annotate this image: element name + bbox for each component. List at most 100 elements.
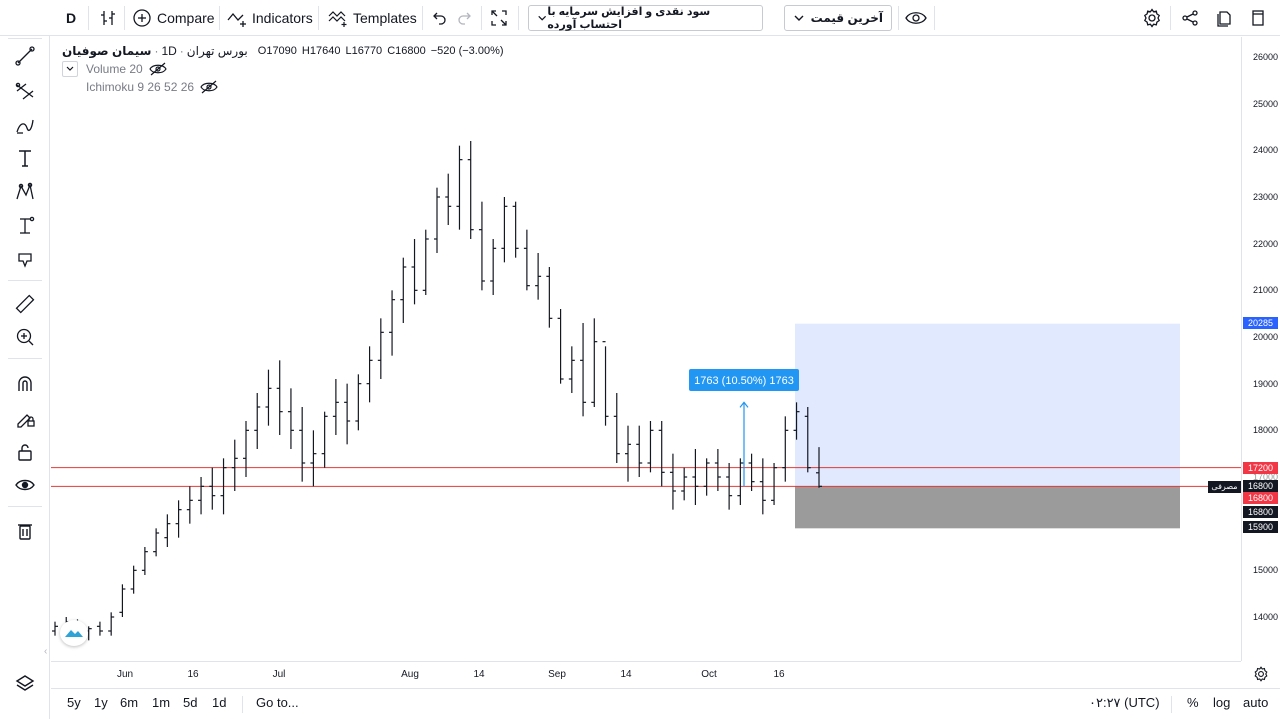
ohlc-bar <box>647 421 654 473</box>
ohlc-bar <box>782 416 789 482</box>
ohlc-bar <box>636 425 643 477</box>
layers-icon[interactable] <box>11 669 39 697</box>
compare-label: Compare <box>157 10 215 26</box>
indicators-button[interactable]: Indicators <box>226 4 313 32</box>
symbol-exchange: بورس تهران <box>186 44 248 58</box>
ohlc-bar <box>366 346 373 403</box>
ohlc-bar <box>310 430 317 487</box>
axis-settings-gear-icon[interactable] <box>1250 663 1272 685</box>
ohlc-bar <box>276 360 283 435</box>
auto-toggle[interactable]: auto <box>1243 695 1269 710</box>
symbol-tag-label: مصرفی <box>1208 481 1241 493</box>
time-tick: 16 <box>187 669 199 680</box>
lock-drawing-icon[interactable] <box>11 404 39 432</box>
ohlc-bar <box>692 449 699 505</box>
compare-button[interactable]: Compare <box>132 4 215 32</box>
ohlc-bar <box>287 388 294 449</box>
ohlc-low: L16770 <box>345 45 383 57</box>
ohlc-open: O17090 <box>257 45 297 57</box>
chart-pane[interactable]: 1763 (10.50%) 1763 <box>51 37 1241 661</box>
time-tick: 14 <box>620 669 632 680</box>
price-type-label: آخرین قیمت <box>810 11 883 25</box>
ohlc-bar <box>546 267 553 328</box>
templates-button[interactable]: Templates <box>327 4 417 32</box>
logo-icon[interactable] <box>60 620 88 646</box>
measure-arrowhead <box>739 401 749 408</box>
ohlc-bar <box>669 453 676 510</box>
ohlc-bar <box>445 173 452 225</box>
fullscreen-icon[interactable] <box>487 4 511 32</box>
text-tool-icon[interactable] <box>11 144 39 172</box>
drawing-toolbar <box>0 0 50 719</box>
trend-line-icon[interactable] <box>11 42 39 70</box>
symbol-name[interactable]: سیمان صوفیان <box>62 44 152 58</box>
visibility-eye-icon[interactable] <box>902 4 930 32</box>
ohlc-bar <box>602 341 609 426</box>
price-label: 15900 <box>1243 521 1278 533</box>
price-axis[interactable]: 26000 25000 24000 23000 22000 21000 20000 19000… <box>1241 37 1280 661</box>
price-label: 16800 <box>1243 480 1278 492</box>
range-1d[interactable]: 1d <box>212 695 227 710</box>
ohlc-bar <box>467 141 474 239</box>
hidden-eye-icon[interactable] <box>200 80 218 94</box>
range-1m[interactable]: 1m <box>152 695 171 710</box>
chevron-down-icon <box>794 15 804 21</box>
log-toggle[interactable]: log <box>1213 695 1231 710</box>
ohlc-bar <box>512 201 519 258</box>
brush-icon[interactable] <box>11 111 39 139</box>
target-zone <box>795 323 1180 487</box>
ruler-icon[interactable] <box>11 290 39 318</box>
ohlc-bar <box>490 239 497 295</box>
settings-gear-icon[interactable] <box>1140 4 1164 32</box>
clock-label[interactable]: ۰۲:۲۷ (UTC) <box>1089 695 1160 710</box>
price-label: 16800 <box>1243 506 1278 518</box>
fib-tool-icon[interactable] <box>11 77 39 105</box>
redo-icon[interactable] <box>454 4 476 32</box>
document-icon[interactable] <box>1246 4 1270 32</box>
price-type-dropdown[interactable]: آخرین قیمت <box>784 5 892 31</box>
prediction-tool-icon[interactable] <box>11 212 39 240</box>
range-5d[interactable]: 5d <box>183 695 198 710</box>
range-1y[interactable]: 1y <box>94 695 108 710</box>
interval-button[interactable]: D <box>65 10 77 26</box>
share-icon[interactable] <box>1178 4 1202 32</box>
ohlc-bar <box>501 197 508 263</box>
strategy-label: سود نقدی و افزایش سرمایه با احتساب آورده <box>547 6 711 31</box>
pattern-tool-icon[interactable] <box>11 178 39 206</box>
bar-style-icon[interactable] <box>96 4 120 32</box>
ohlc-high: H17640 <box>301 45 341 57</box>
percent-toggle[interactable]: % <box>1187 695 1199 710</box>
annotation-tool-icon[interactable] <box>11 245 39 273</box>
ohlc-bar <box>243 421 249 477</box>
ohlc-bar <box>344 383 351 445</box>
time-axis[interactable]: Jun 16 Jul Aug 14 Sep 14 Oct 16 <box>51 661 1241 687</box>
unlock-icon[interactable] <box>11 438 39 466</box>
goto-button[interactable]: Go to... <box>256 695 299 710</box>
price-chart[interactable]: 1763 (10.50%) 1763 <box>51 37 1241 661</box>
ohlc-bar <box>748 453 755 491</box>
time-tick: Sep <box>548 669 566 680</box>
hidden-eye-icon[interactable] <box>149 62 167 76</box>
trash-icon[interactable] <box>11 517 39 545</box>
zoom-in-icon[interactable] <box>11 323 39 351</box>
chevron-down-icon <box>538 15 547 21</box>
scroll-left-handle[interactable]: ‹ <box>44 646 48 657</box>
strategy-dropdown[interactable]: سود نقدی و افزایش سرمایه با احتساب آورده <box>528 5 763 31</box>
eye-icon[interactable] <box>11 471 39 499</box>
ohlc-bar <box>714 449 721 491</box>
measure-label-box <box>689 369 799 391</box>
price-tick: 24000 <box>1252 145 1278 156</box>
range-5y[interactable]: 5y <box>67 695 81 710</box>
magnet-icon[interactable] <box>11 370 39 398</box>
ohlc-bar <box>434 187 440 253</box>
top-toolbar: D Compare Indicators Templates <box>0 0 1280 36</box>
indicators-label: Indicators <box>252 10 313 26</box>
ohlc-bar <box>389 290 396 356</box>
ohlc-bar <box>175 500 182 538</box>
collapse-legend-button[interactable] <box>62 61 78 77</box>
chart-legend: سیمان صوفیان · 1D · بورس تهران O17090 H1… <box>62 42 504 96</box>
snapshot-icon[interactable] <box>1213 4 1237 32</box>
range-6m[interactable]: 6m <box>120 695 139 710</box>
undo-icon[interactable] <box>428 4 450 32</box>
